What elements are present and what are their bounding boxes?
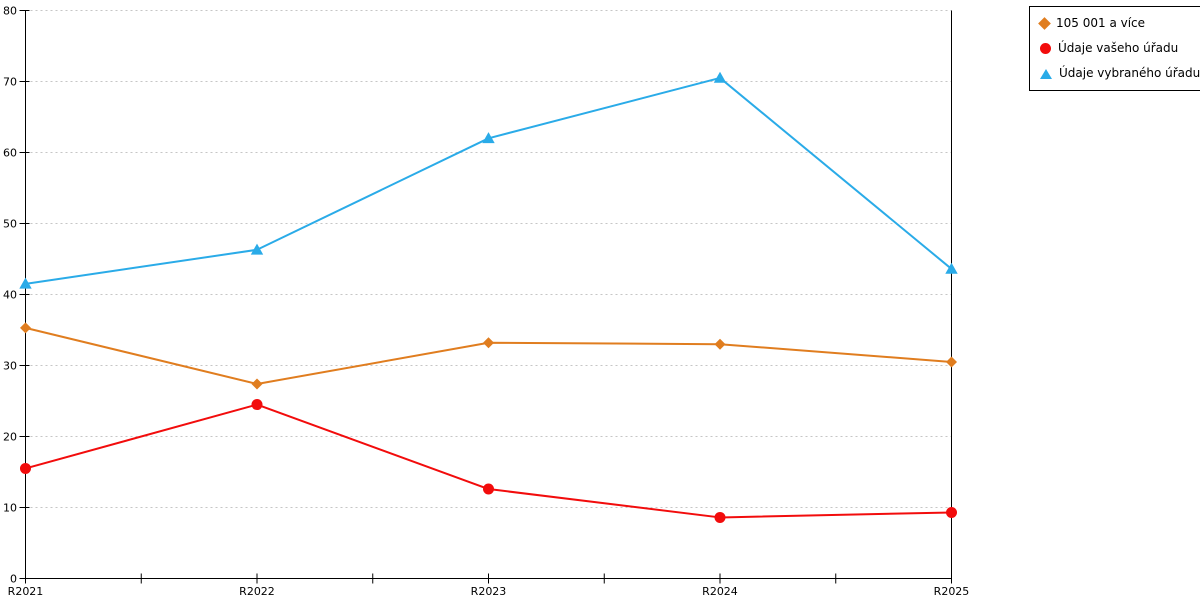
circle-marker-icon (1040, 43, 1051, 54)
x-axis-tick-label: R2024 (702, 585, 738, 598)
diamond-marker-icon (1038, 17, 1051, 30)
data-point-triangle-icon (250, 243, 264, 255)
data-point-diamond-icon (714, 338, 726, 350)
data-point-diamond-icon (20, 322, 31, 334)
data-point-diamond-icon (251, 378, 263, 390)
y-axis-tick-label: 60 (3, 147, 17, 160)
y-axis-tick-label: 20 (3, 431, 17, 444)
legend-item: 105 001 a více (1038, 16, 1200, 31)
data-point-triangle-icon (945, 262, 958, 274)
data-point-circle-icon (20, 462, 31, 474)
y-axis-tick-label: 0 (10, 573, 17, 586)
legend-item: Údaje vybraného úřadu (1040, 66, 1200, 81)
data-point-triangle-icon (19, 277, 32, 289)
data-point-triangle-icon (482, 132, 495, 144)
data-point-circle-icon (714, 511, 726, 523)
data-point-diamond-icon (946, 356, 957, 368)
data-point-circle-icon (946, 506, 957, 518)
y-axis-tick-label: 80 (3, 5, 17, 18)
data-point-circle-icon (483, 483, 494, 495)
x-axis-tick-label: R2022 (239, 585, 275, 598)
x-axis-tick-label: R2021 (8, 585, 44, 598)
data-point-diamond-icon (483, 337, 494, 349)
series-line (25, 326, 952, 385)
triangle-marker-icon (1040, 68, 1052, 79)
series-line (25, 403, 952, 519)
y-axis-tick-label: 40 (3, 289, 17, 302)
legend-label: 105 001 a více (1056, 16, 1146, 30)
x-axis-tick-label: R2023 (471, 585, 507, 598)
data-point-circle-icon (251, 399, 263, 411)
data-point-triangle-icon (713, 71, 727, 83)
y-axis-tick-label: 70 (3, 76, 17, 89)
series-line (25, 76, 953, 285)
y-axis-tick-label: 30 (3, 360, 17, 373)
legend-label: Údaje vybraného úřadu (1059, 66, 1200, 80)
y-axis-tick-label: 50 (3, 218, 17, 231)
legend: 105 001 a více Údaje vašeho úřadu Údaje … (1029, 6, 1200, 91)
y-axis-tick-label: 10 (3, 502, 17, 515)
legend-item: Údaje vašeho úřadu (1040, 41, 1200, 56)
legend-label: Údaje vašeho úřadu (1058, 41, 1179, 55)
x-axis-tick-label: R2025 (934, 585, 970, 598)
